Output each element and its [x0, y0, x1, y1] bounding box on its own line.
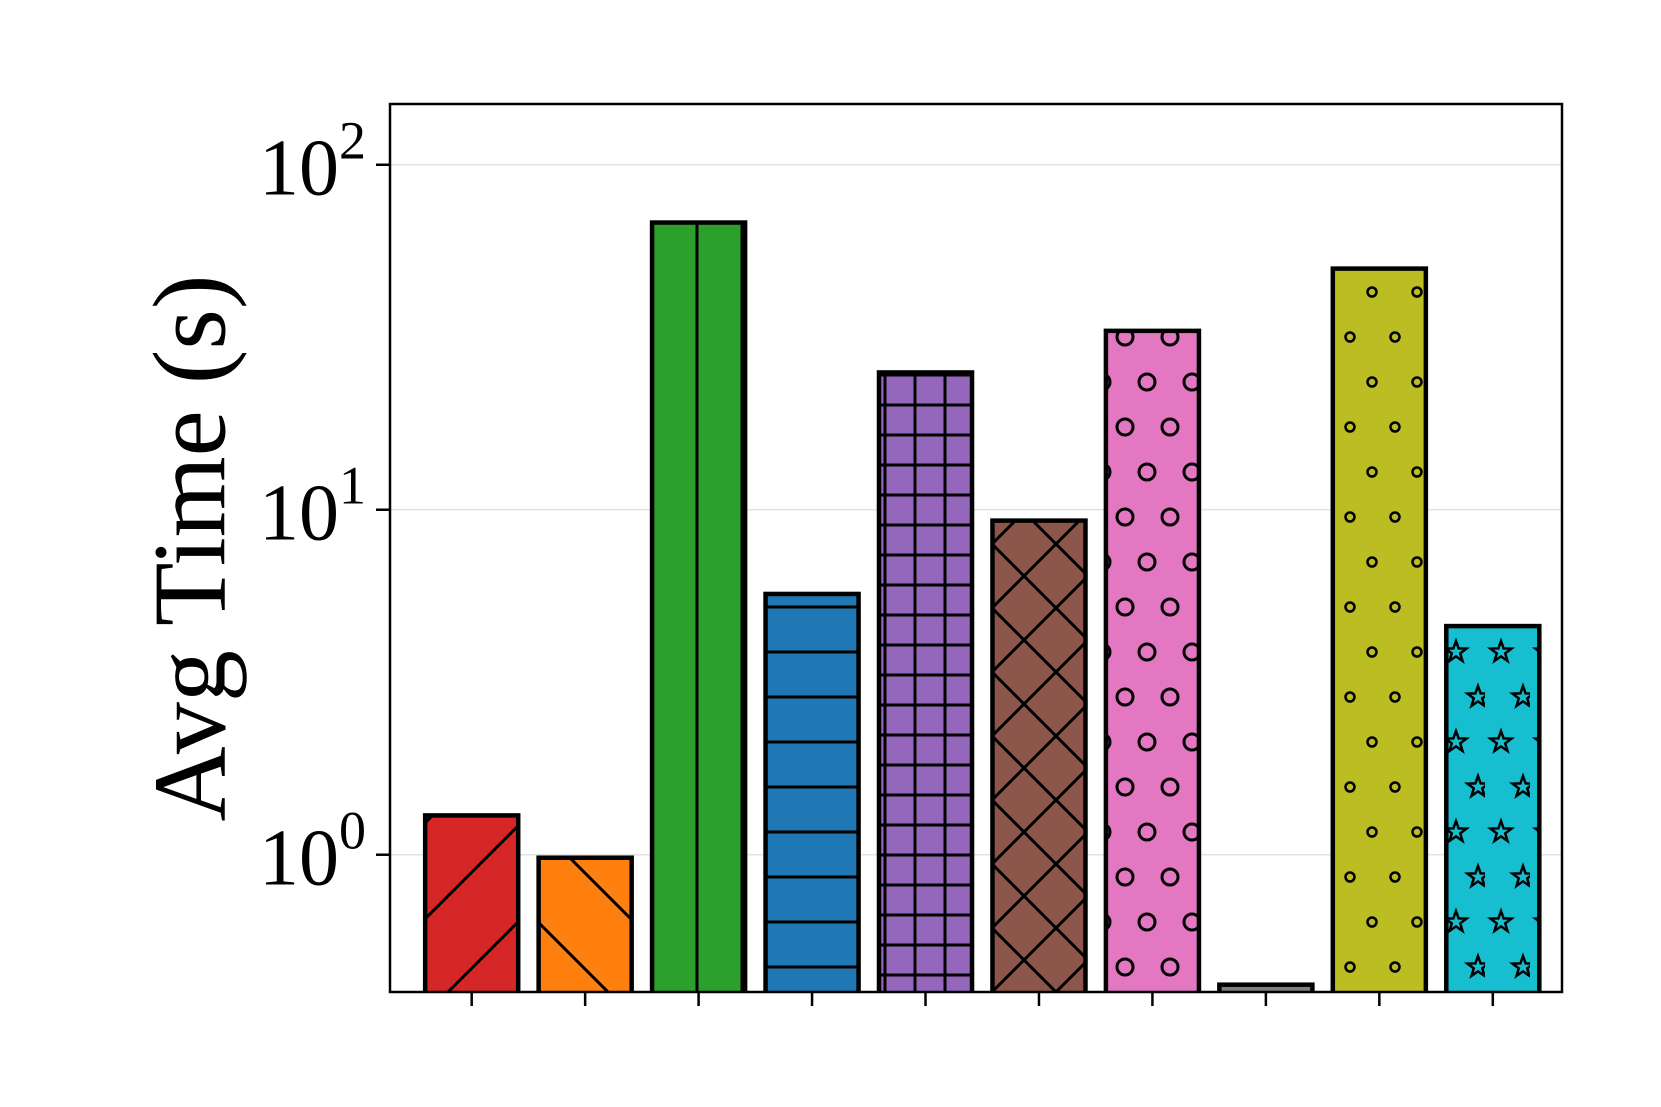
bar — [1444, 623, 1542, 992]
bar — [876, 370, 975, 992]
plot-frame — [388, 102, 1564, 994]
y-tick-label: 101 — [259, 456, 366, 558]
bar — [990, 518, 1088, 992]
y-axis-title: Avg Time (s) — [133, 274, 248, 821]
bars — [422, 220, 1542, 992]
bar — [763, 591, 861, 992]
y-tick-label: 100 — [259, 801, 366, 903]
bar — [1103, 328, 1202, 992]
bar — [1330, 266, 1429, 992]
bar — [1217, 982, 1315, 992]
y-axis: 100 101 102 — [259, 111, 390, 903]
bar — [536, 855, 634, 992]
bar — [422, 813, 521, 992]
y-tick-label: 102 — [259, 111, 366, 213]
x-axis — [470, 992, 1495, 1006]
bar — [649, 220, 748, 992]
